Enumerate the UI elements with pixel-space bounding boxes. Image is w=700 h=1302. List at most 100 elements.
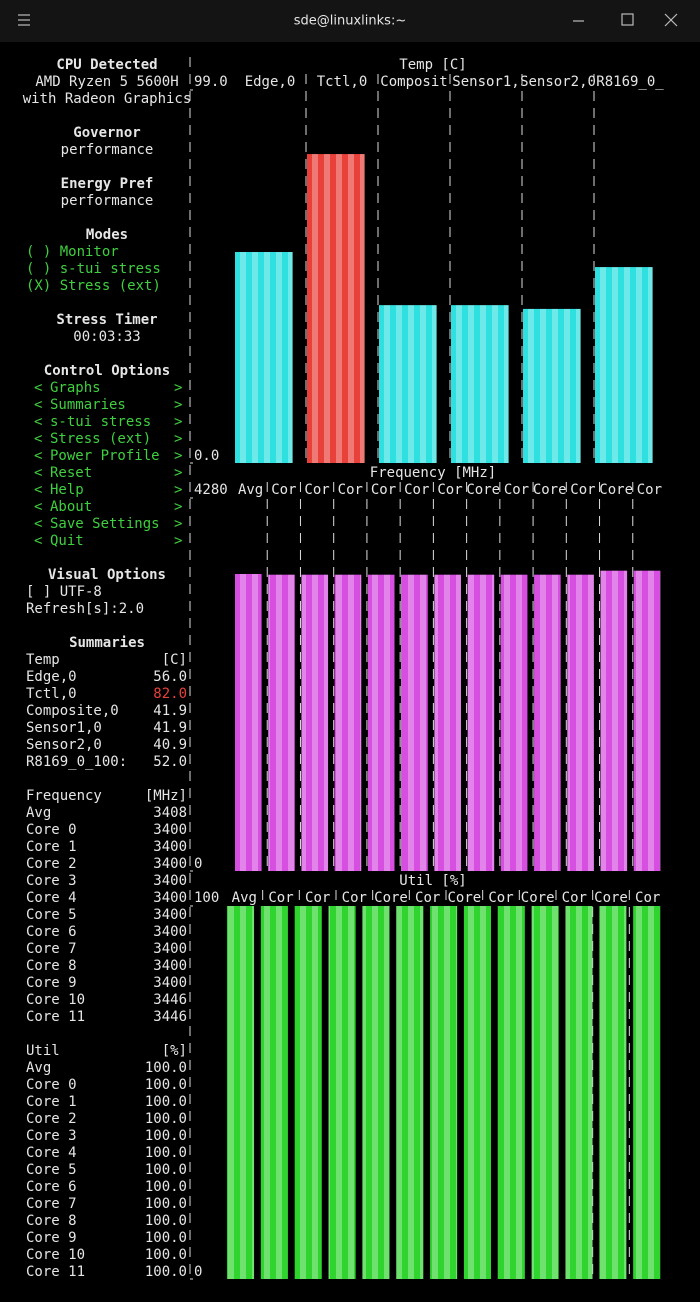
- visual-setting[interactable]: Refresh[s]:2.0: [26, 601, 144, 617]
- summary-value: 3400: [153, 822, 187, 838]
- menu-bracket: <: [34, 380, 42, 396]
- info-line: with Radeon Graphics: [23, 91, 192, 107]
- bar: [467, 574, 495, 871]
- menu-item[interactable]: Stress (ext): [50, 431, 151, 447]
- section-heading: Summaries: [69, 635, 145, 651]
- column-label: Cor: [305, 890, 330, 906]
- menu-bracket: <: [34, 516, 42, 532]
- column-label: Sensor1,: [452, 74, 519, 90]
- summary-name: Core 11: [26, 1009, 85, 1025]
- summary-name: R8169_0_100:: [26, 754, 127, 770]
- summary-value: 3400: [153, 907, 187, 923]
- column-label: R8169_0_: [596, 74, 664, 90]
- menu-item[interactable]: s-tui stress: [50, 414, 151, 430]
- summary-unit: [C]: [162, 652, 187, 668]
- maximize-button[interactable]: [621, 13, 634, 26]
- bar: [301, 574, 329, 871]
- menu-item[interactable]: Help: [50, 482, 84, 498]
- menu-bracket: >: [174, 516, 182, 532]
- section-heading: Modes: [86, 227, 128, 243]
- column-label: Avg: [238, 482, 263, 498]
- menu-bracket: <: [34, 448, 42, 464]
- summary-value: 3446: [153, 1009, 187, 1025]
- visual-setting[interactable]: [ ] UTF-8: [26, 584, 102, 600]
- bar: [531, 906, 559, 1279]
- column-label: Core: [594, 890, 628, 906]
- menu-bracket: <: [34, 414, 42, 430]
- info-line: performance: [61, 193, 154, 209]
- column-label: Sensor2,0: [520, 74, 596, 90]
- menu-item[interactable]: Summaries: [50, 397, 126, 413]
- menu-bracket: <: [34, 465, 42, 481]
- summary-name: Core 6: [26, 1179, 77, 1195]
- summary-value: 82.0: [153, 686, 187, 702]
- summary-name: Core 4: [26, 1145, 77, 1161]
- summary-name: Edge,0: [26, 669, 77, 685]
- bar: [595, 267, 653, 463]
- summary-value: 100.0: [145, 1094, 187, 1110]
- summary-name: Tctl,0: [26, 686, 77, 702]
- column-label: Composit: [380, 74, 447, 90]
- column-label: Cor: [488, 890, 513, 906]
- menu-item[interactable]: Save Settings: [50, 516, 160, 532]
- menu-bracket: >: [174, 482, 182, 498]
- menu-item[interactable]: About: [50, 499, 92, 515]
- summary-value: 100.0: [145, 1179, 187, 1195]
- menu-item[interactable]: Power Profile: [50, 448, 160, 464]
- menu-item[interactable]: Graphs: [50, 380, 101, 396]
- summary-name: Sensor1,0: [26, 720, 102, 736]
- column-label: Core: [447, 890, 481, 906]
- column-label: Edge,0: [245, 74, 296, 90]
- summary-value: 3400: [153, 839, 187, 855]
- bar: [328, 906, 356, 1279]
- info-line: AMD Ryzen 5 5600H: [35, 74, 178, 90]
- column-label: Cor: [338, 482, 363, 498]
- summary-value: 100.0: [145, 1230, 187, 1246]
- summary-value: 3408: [153, 805, 187, 821]
- bar: [500, 574, 528, 871]
- close-button[interactable]: [664, 13, 678, 27]
- summary-value: 100.0: [145, 1060, 187, 1076]
- section-heading: Governor: [73, 125, 140, 141]
- column-label: Tctl,0: [317, 74, 368, 90]
- info-line: 00:03:33: [73, 329, 140, 345]
- menu-icon[interactable]: [18, 14, 30, 26]
- menu-bracket: >: [174, 397, 182, 413]
- summary-value: 100.0: [145, 1077, 187, 1093]
- bar: [567, 574, 594, 871]
- summary-name: Core 4: [26, 890, 77, 906]
- mode-option[interactable]: (X) Stress (ext): [26, 278, 161, 294]
- y-tick-label: 99.0: [194, 74, 228, 90]
- bar: [260, 906, 288, 1279]
- menu-item[interactable]: Quit: [50, 533, 84, 549]
- summary-name: Core 1: [26, 1094, 77, 1110]
- bar: [599, 906, 627, 1279]
- y-tick-label: 4280: [194, 482, 228, 498]
- mode-option[interactable]: ( ) Monitor: [26, 244, 119, 260]
- menu-item[interactable]: Reset: [50, 465, 92, 481]
- column-label: Cor: [504, 482, 529, 498]
- bar: [334, 574, 362, 871]
- summary-value: 100.0: [145, 1264, 187, 1280]
- menu-bracket: >: [174, 448, 182, 464]
- summary-value: 100.0: [145, 1128, 187, 1144]
- menu-bracket: >: [174, 431, 182, 447]
- summary-name: Core 10: [26, 1247, 85, 1263]
- bar: [379, 305, 437, 463]
- column-label: Cor: [304, 482, 329, 498]
- bar: [633, 570, 661, 871]
- section-heading: CPU Detected: [56, 57, 157, 73]
- summary-value: 56.0: [153, 669, 187, 685]
- bar: [463, 906, 491, 1279]
- menu-bracket: <: [34, 533, 42, 549]
- summary-name: Core 6: [26, 924, 77, 940]
- summary-name: Core 0: [26, 822, 77, 838]
- section-heading: Stress Timer: [56, 312, 157, 328]
- column-label: Core: [533, 482, 567, 498]
- column-label: Core: [599, 482, 633, 498]
- summary-name: Avg: [26, 805, 51, 821]
- summary-name: Core 0: [26, 1077, 77, 1093]
- summary-value: 100.0: [145, 1247, 187, 1263]
- mode-option[interactable]: ( ) s-tui stress: [26, 261, 161, 277]
